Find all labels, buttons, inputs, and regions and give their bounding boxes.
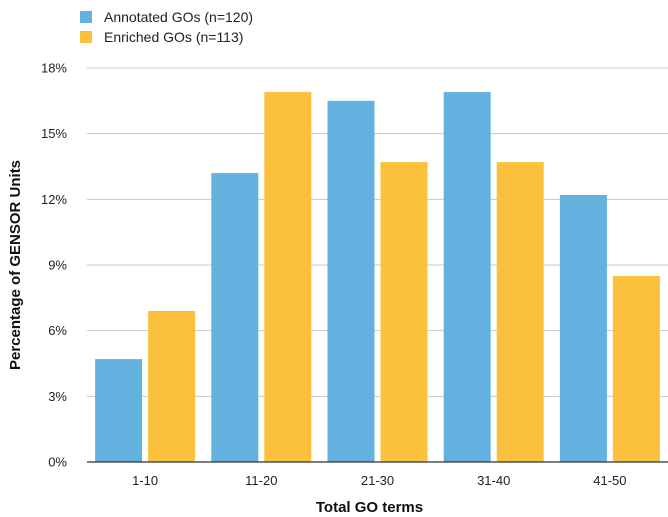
x-axis-ticks: 1-10 11-20 21-30 31-40 41-50 <box>132 473 626 488</box>
y-tick-label: 6% <box>48 323 67 338</box>
x-tick-label: 21-30 <box>361 473 394 488</box>
bar-annotated-21-30 <box>327 100 375 462</box>
x-axis-title: Total GO terms <box>316 499 423 516</box>
legend: Annotated GOs (n=120) Enriched GOs (n=113… <box>80 9 253 45</box>
y-tick-label: 9% <box>48 258 67 273</box>
y-tick-label: 12% <box>41 192 67 207</box>
x-tick-label: 41-50 <box>593 473 626 488</box>
y-tick-label: 0% <box>48 455 67 470</box>
bar-annotated-11-20 <box>211 173 259 463</box>
x-tick-label: 1-10 <box>132 473 158 488</box>
bar-annotated-1-10 <box>95 359 143 462</box>
bar-annotated-31-40 <box>443 92 491 463</box>
bar-annotated-41-50 <box>559 194 607 462</box>
legend-swatch <box>80 31 92 43</box>
y-axis-title: Percentage of GENSOR Units <box>7 160 24 370</box>
legend-swatch <box>80 11 92 23</box>
y-axis-ticks: 0% 3% 6% 9% 12% 15% 18% <box>41 61 67 470</box>
y-tick-label: 15% <box>41 126 67 141</box>
y-tick-label: 3% <box>48 389 67 404</box>
legend-label: Annotated GOs (n=120) <box>104 9 253 25</box>
bar-enriched-1-10 <box>148 310 196 462</box>
bar-enriched-41-50 <box>612 275 660 462</box>
y-tick-label: 18% <box>41 61 67 76</box>
x-tick-label: 31-40 <box>477 473 510 488</box>
bar-enriched-31-40 <box>496 162 544 462</box>
x-tick-label: 11-20 <box>245 473 277 488</box>
legend-label: Enriched GOs (n=113) <box>104 29 243 45</box>
bars <box>95 92 660 463</box>
bar-enriched-21-30 <box>380 162 428 462</box>
bar-enriched-11-20 <box>264 92 312 463</box>
